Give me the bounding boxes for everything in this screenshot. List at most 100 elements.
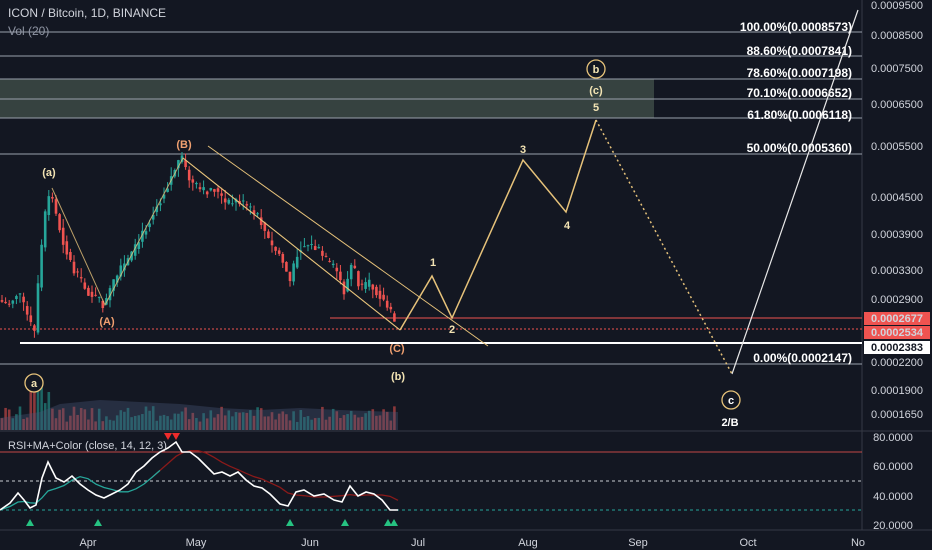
volume-bar: [353, 414, 357, 430]
candle-body: [90, 291, 94, 297]
candle-body: [277, 250, 281, 254]
candlesticks[interactable]: [0, 151, 396, 338]
price-tag-resistance: 0.0002677: [871, 313, 923, 325]
wave-label-C-paren: (C): [389, 343, 405, 355]
candle-body: [234, 199, 238, 203]
wave-label-4: 4: [564, 220, 571, 232]
volume-bar: [349, 410, 353, 430]
volume-bar: [7, 409, 11, 430]
candle-body: [245, 204, 249, 206]
candle-body: [281, 254, 285, 263]
volume-bar: [209, 410, 213, 430]
candle-body: [357, 271, 360, 287]
candle-body: [18, 293, 22, 295]
time-label: May: [186, 537, 207, 549]
wave-circle-b: [586, 59, 606, 79]
volume-indicator-title[interactable]: Vol (20): [8, 24, 50, 38]
candle-body: [249, 206, 252, 208]
candle-body: [191, 179, 195, 183]
candle-body: [101, 301, 105, 309]
impulse-projection[interactable]: [399, 119, 597, 331]
rsi-buy-marker: [384, 519, 392, 526]
volume-bar: [292, 411, 295, 430]
volume-bar: [133, 415, 137, 430]
candle-body: [270, 240, 274, 246]
candle-body: [115, 275, 119, 283]
channel-upper-line[interactable]: [207, 145, 489, 347]
candle-body: [339, 271, 342, 281]
price-tick: 0.0007500: [871, 63, 923, 75]
candle-body: [209, 188, 213, 191]
volume-bar: [54, 418, 58, 430]
wave-label-a-paren: (a): [42, 167, 56, 179]
candle-body: [61, 227, 65, 245]
candle-body: [331, 263, 335, 266]
candle-body: [43, 211, 47, 248]
rsi-indicator-title[interactable]: RSI+MA+Color (close, 14, 12, 3): [8, 440, 167, 452]
volume-bar: [76, 414, 79, 430]
price-axis[interactable]: 0.0009500 0.0008500 0.0007500 0.0006500 …: [871, 0, 923, 421]
candle-body: [256, 213, 259, 215]
volume-bar: [137, 415, 141, 430]
candle-body: [205, 191, 209, 195]
volume-bar: [357, 417, 360, 430]
volume-bar: [65, 421, 69, 430]
candle-body: [252, 210, 256, 215]
volume-bar: [123, 411, 126, 430]
candle-body: [267, 231, 270, 238]
volume-bar: [346, 414, 349, 430]
price-tick: 0.0008500: [871, 30, 923, 42]
candle-body: [335, 267, 339, 272]
price-tick: 0.0001650: [871, 409, 923, 421]
candle-body: [47, 196, 51, 215]
volume-bar: [148, 410, 151, 430]
candle-body: [382, 294, 385, 300]
volume-bar: [155, 420, 159, 430]
candle-body: [292, 263, 295, 282]
rsi-buy-marker: [390, 519, 398, 526]
volume-bar: [378, 415, 382, 430]
volume-bar: [288, 420, 292, 430]
candle-body: [72, 261, 76, 274]
abc-zigzag[interactable]: [51, 157, 401, 331]
volume-bar: [328, 416, 331, 430]
volume-bar: [245, 412, 249, 430]
rsi-axis[interactable]: 80.0000 60.0000 40.0000 20.0000: [873, 432, 913, 532]
candle-body: [7, 303, 11, 305]
candle-body: [33, 325, 36, 331]
candle-body: [11, 300, 15, 304]
candle-body: [274, 246, 277, 251]
fib-label-701: 70.10%(0.0006652): [747, 86, 852, 100]
wave-label-2: 2: [449, 324, 455, 336]
wave-label-b-paren: (b): [391, 371, 405, 383]
volume-bar: [51, 408, 54, 430]
correction-projection[interactable]: [595, 119, 733, 375]
volume-bar: [238, 412, 241, 430]
rsi-buy-marker: [341, 519, 349, 526]
candle-body: [202, 187, 205, 191]
candle-body: [360, 283, 364, 285]
rally-projection[interactable]: [731, 9, 859, 375]
time-axis[interactable]: Apr May Jun Jul Aug Sep Oct No: [79, 537, 865, 549]
candle-body: [144, 231, 148, 235]
volume-bar: [162, 414, 166, 430]
volume-bar: [29, 383, 33, 430]
volume-bar: [159, 415, 162, 430]
wave-label-3: 3: [520, 144, 526, 156]
volume-bar: [335, 411, 339, 430]
time-label: Jul: [411, 537, 425, 549]
fib-retracement[interactable]: [0, 31, 862, 365]
candle-body: [130, 251, 133, 261]
candle-body: [177, 160, 180, 169]
volume-bar: [364, 413, 367, 430]
volume-bar: [256, 407, 259, 430]
volume-bar: [173, 413, 177, 430]
volume-bar: [299, 409, 303, 430]
candle-body: [389, 306, 393, 310]
volume-bar: [169, 419, 173, 430]
time-label: Sep: [628, 537, 648, 549]
candle-body: [112, 279, 115, 291]
price-tag-last: 0.0002534: [871, 327, 924, 339]
symbol-title[interactable]: ICON / Bitcoin, 1D, BINANCE: [8, 6, 167, 20]
